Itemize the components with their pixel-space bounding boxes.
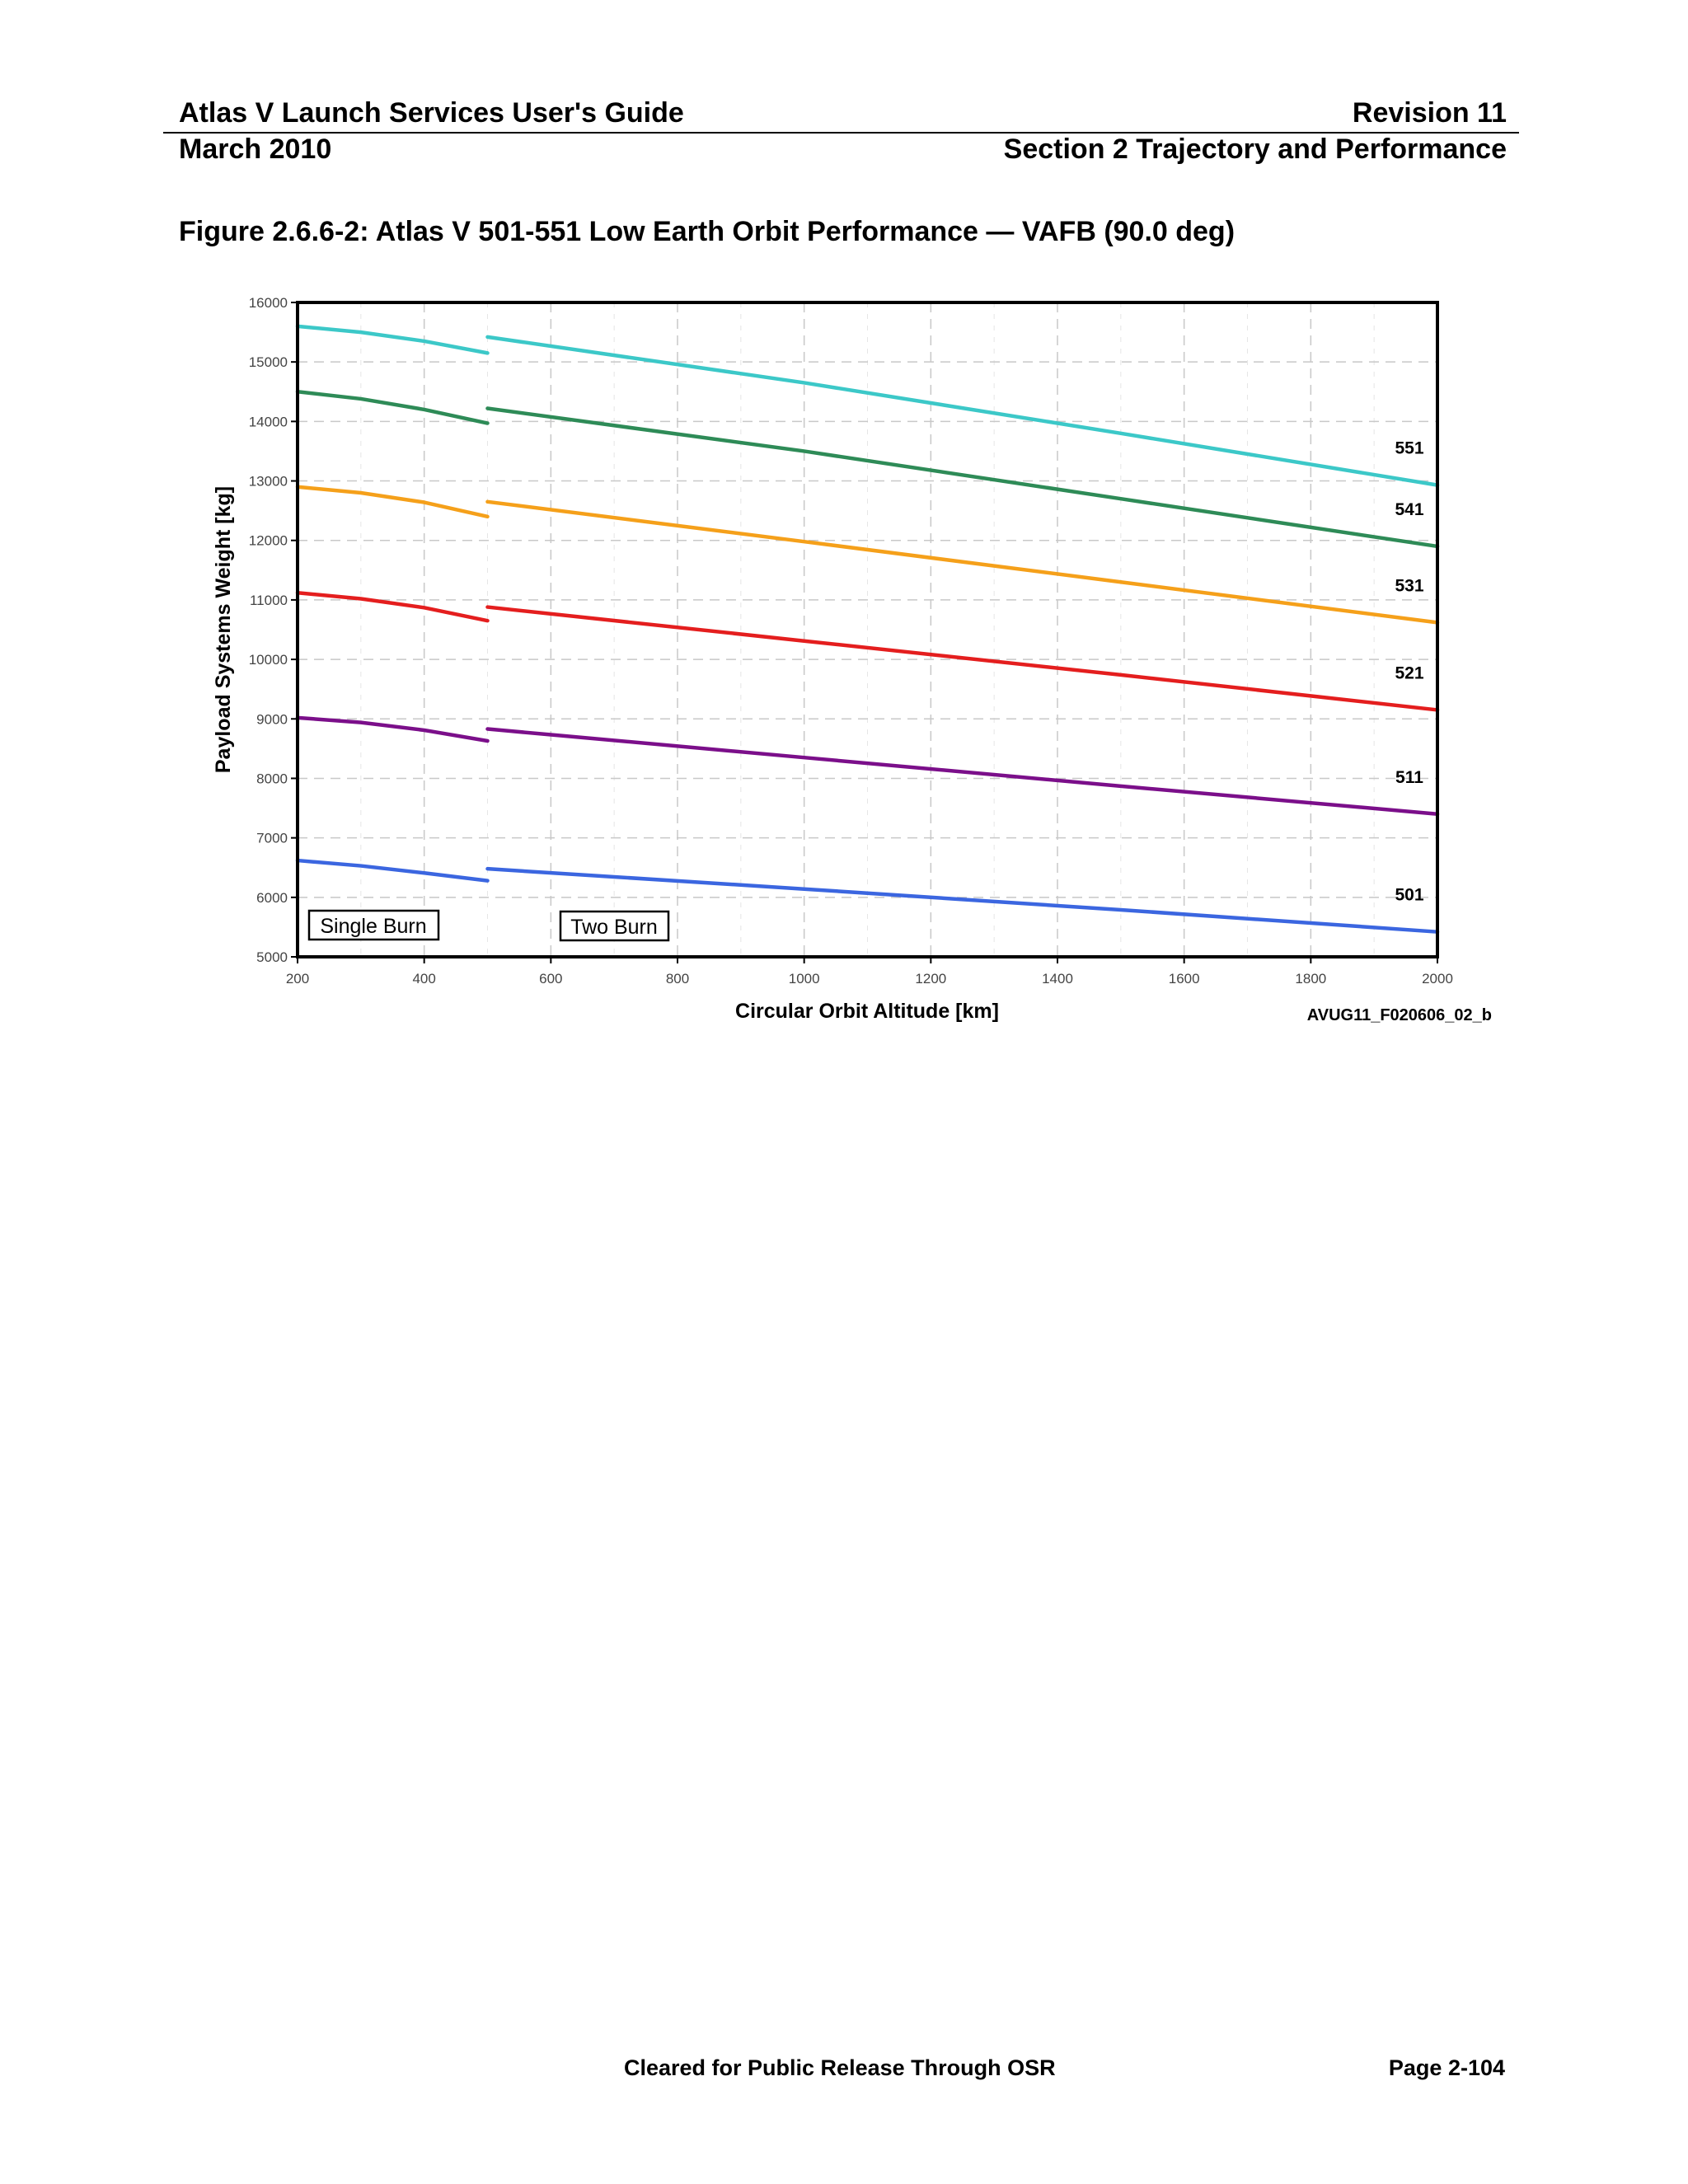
x-tick-label: 1000 xyxy=(789,971,820,987)
y-tick-label: 8000 xyxy=(256,771,288,786)
x-tick-label: 800 xyxy=(666,971,689,987)
y-tick-label: 6000 xyxy=(256,890,288,906)
series-line-541 xyxy=(295,390,490,425)
y-tick-label: 16000 xyxy=(249,295,288,311)
single-burn-box: Single Burn xyxy=(307,909,440,941)
y-tick-label: 7000 xyxy=(256,831,288,846)
performance-chart: 200 400 600 800 1000 1200 1400 1600 1800 2000 5000… xyxy=(212,295,1492,1024)
series-line-551 xyxy=(295,324,490,355)
series-lines xyxy=(295,324,1440,934)
x-tick-label: 1200 xyxy=(915,971,946,987)
x-axis-label: Circular Orbit Altitude [km] xyxy=(735,1000,999,1023)
series-labels: 551 541 531 521 511 501 xyxy=(1395,439,1423,905)
series-line-541 xyxy=(485,406,1440,549)
y-tick-label: 9000 xyxy=(256,711,288,727)
plot-frame xyxy=(296,301,1439,958)
x-tick-label: 200 xyxy=(286,971,309,987)
series-line-521 xyxy=(485,605,1440,712)
document-title: Atlas V Launch Services User's Guide xyxy=(179,97,684,129)
section-title: Section 2 Trajectory and Performance xyxy=(1003,134,1507,165)
y-axis-label: Payload Systems Weight [kg] xyxy=(212,486,235,773)
y-tick-label: 10000 xyxy=(249,652,288,668)
revision-label: Revision 11 xyxy=(1352,97,1507,129)
x-tick-label: 2000 xyxy=(1422,971,1453,987)
series-label-531: 531 xyxy=(1395,576,1423,595)
series-line-531 xyxy=(485,499,1440,625)
x-tick-label: 400 xyxy=(412,971,435,987)
y-tick-label: 5000 xyxy=(256,949,288,965)
axis-ticks: 200 400 600 800 1000 1200 1400 1600 1800 2000 5000… xyxy=(249,295,1453,987)
page-number: Page 2-104 xyxy=(1388,2055,1505,2080)
series-line-501 xyxy=(485,866,1440,934)
two-burn-box: Two Burn xyxy=(559,910,670,942)
header-rule xyxy=(163,132,1519,134)
x-tick-label: 600 xyxy=(539,971,562,987)
document-date: March 2010 xyxy=(179,134,332,165)
release-statement: Cleared for Public Release Through OSR xyxy=(624,2055,1056,2080)
series-line-511 xyxy=(295,715,490,743)
two-burn-label: Two Burn xyxy=(570,916,658,939)
series-label-511: 511 xyxy=(1395,768,1423,787)
series-label-501: 501 xyxy=(1395,886,1423,905)
single-burn-label: Single Burn xyxy=(320,915,426,938)
series-line-511 xyxy=(485,727,1440,817)
series-label-521: 521 xyxy=(1395,663,1423,682)
series-line-531 xyxy=(295,485,490,519)
series-line-521 xyxy=(295,590,490,623)
series-label-541: 541 xyxy=(1395,500,1423,519)
y-tick-label: 11000 xyxy=(250,593,288,608)
x-tick-label: 1600 xyxy=(1169,971,1200,987)
y-tick-label: 15000 xyxy=(249,354,288,370)
y-tick-label: 12000 xyxy=(249,533,288,549)
series-line-551 xyxy=(485,335,1440,487)
y-tick-label: 14000 xyxy=(249,414,288,429)
grid xyxy=(298,302,1437,957)
x-tick-label: 1800 xyxy=(1295,971,1326,987)
figure-title: Figure 2.6.6-2: Atlas V 501-551 Low Eart… xyxy=(179,216,1236,247)
x-tick-label: 1400 xyxy=(1042,971,1073,987)
y-tick-label: 13000 xyxy=(249,474,288,490)
figure-id: AVUG11_F020606_02_b xyxy=(1307,1006,1492,1024)
series-label-551: 551 xyxy=(1395,439,1423,458)
series-line-501 xyxy=(295,858,490,883)
